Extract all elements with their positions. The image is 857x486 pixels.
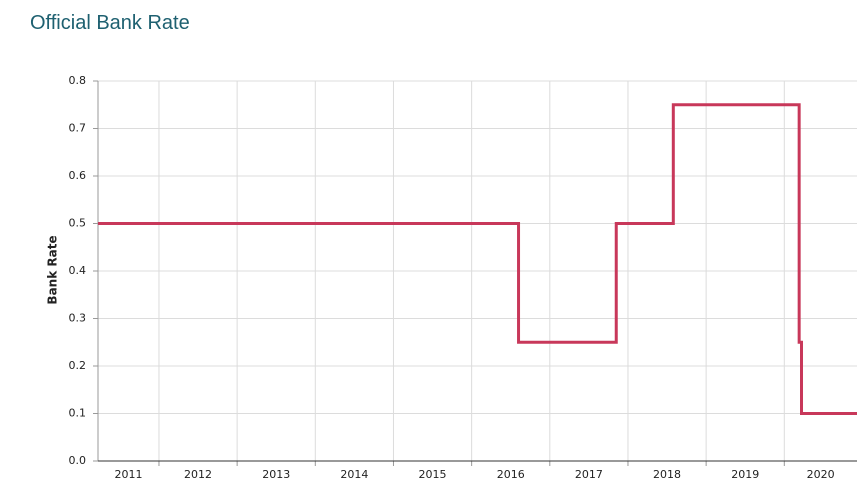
y-tick-label: 0.8 <box>69 74 87 87</box>
y-tick-label: 0.4 <box>69 264 87 277</box>
y-axis-label: Bank Rate <box>46 235 60 304</box>
x-tick-label: 2017 <box>575 468 603 481</box>
x-tick-label: 2019 <box>731 468 759 481</box>
data-line <box>98 103 857 415</box>
y-tick-label: 0.0 <box>69 454 87 467</box>
x-tick-label: 2013 <box>262 468 290 481</box>
x-tick-label: 2014 <box>340 468 368 481</box>
x-tick-label: 2011 <box>114 468 142 481</box>
y-tick-label: 0.3 <box>69 312 87 325</box>
y-tick-label: 0.6 <box>69 169 87 182</box>
x-tick-label: 2016 <box>497 468 525 481</box>
x-tick-label: 2012 <box>184 468 212 481</box>
y-tick-label: 0.2 <box>69 359 87 372</box>
x-tick-label: 2015 <box>419 468 447 481</box>
x-tick-label: 2018 <box>653 468 681 481</box>
y-tick-label: 0.5 <box>69 217 87 230</box>
y-tick-label: 0.7 <box>69 122 87 135</box>
chart-title: Official Bank Rate <box>30 12 190 34</box>
y-tick-label: 0.1 <box>69 407 87 420</box>
x-tick-label: 2020 <box>807 468 835 481</box>
